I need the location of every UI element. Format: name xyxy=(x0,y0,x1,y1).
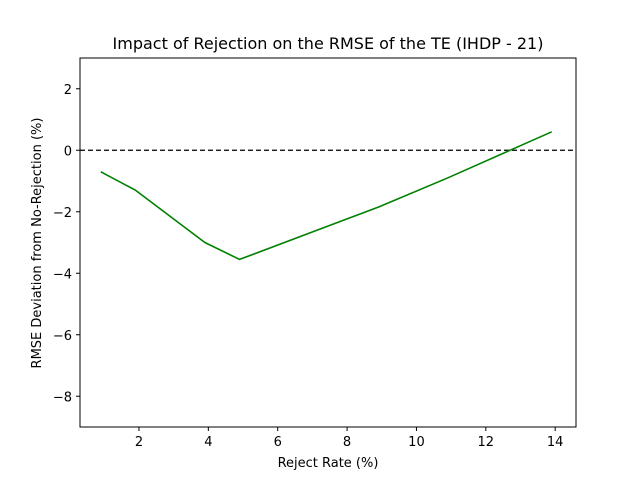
y-tick-label: −8 xyxy=(53,390,72,405)
x-axis-label: Reject Rate (%) xyxy=(278,456,379,471)
y-tick-label: 0 xyxy=(64,144,72,159)
y-axis-label: RMSE Deviation from No-Rejection (%) xyxy=(30,118,45,369)
x-tick-label: 8 xyxy=(343,435,351,450)
x-tick-label: 10 xyxy=(408,435,425,450)
series-line-0 xyxy=(100,131,553,261)
chart-title: Impact of Rejection on the RMSE of the T… xyxy=(113,34,544,53)
x-tick-label: 2 xyxy=(135,435,143,450)
x-tick-label: 14 xyxy=(547,435,564,450)
y-tick-label: −4 xyxy=(53,267,72,282)
plot-area: 2 4 6 8 10 12 14 2 0 −2 −4 −6 −8 xyxy=(53,57,577,450)
x-tick-label: 4 xyxy=(204,435,212,450)
y-tick-label: −6 xyxy=(53,329,72,344)
y-tick-label: −2 xyxy=(53,206,72,221)
axes-frame xyxy=(79,57,577,428)
x-tick-label: 12 xyxy=(478,435,495,450)
x-tick-label: 6 xyxy=(274,435,282,450)
y-tick-label: 2 xyxy=(64,83,72,98)
